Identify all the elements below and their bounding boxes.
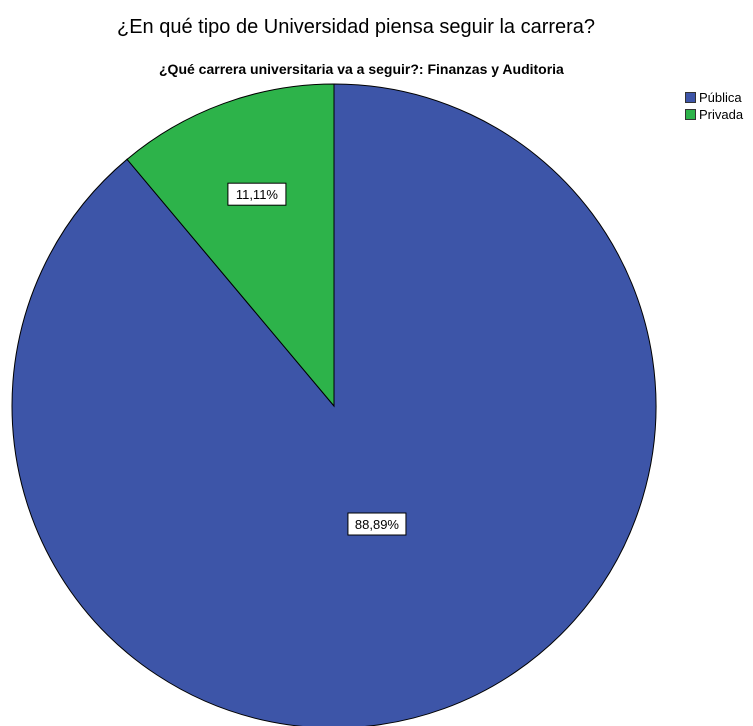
legend-label-publica: Pública [699,90,742,105]
data-label-publica: 88,89% [347,512,407,536]
legend-label-privada: Privada [699,107,744,122]
svg-text:11,11%: 11,11% [236,187,279,202]
legend-swatch-publica [685,92,696,103]
pie-slice-privada [126,83,335,408]
svg-text:88,89%: 88,89% [355,517,400,532]
chart-subtitle: ¿Qué carrera universitaria va a seguir?:… [159,61,564,77]
chart-title: ¿En qué tipo de Universidad piensa segui… [117,16,596,38]
legend-item-privada: Privada [685,106,743,123]
legend-swatch-privada [685,109,696,120]
legend-item-publica: Pública [685,89,743,106]
chart-legend: Pública Privada [685,89,743,123]
data-label-privada: 11,11% [227,182,287,206]
